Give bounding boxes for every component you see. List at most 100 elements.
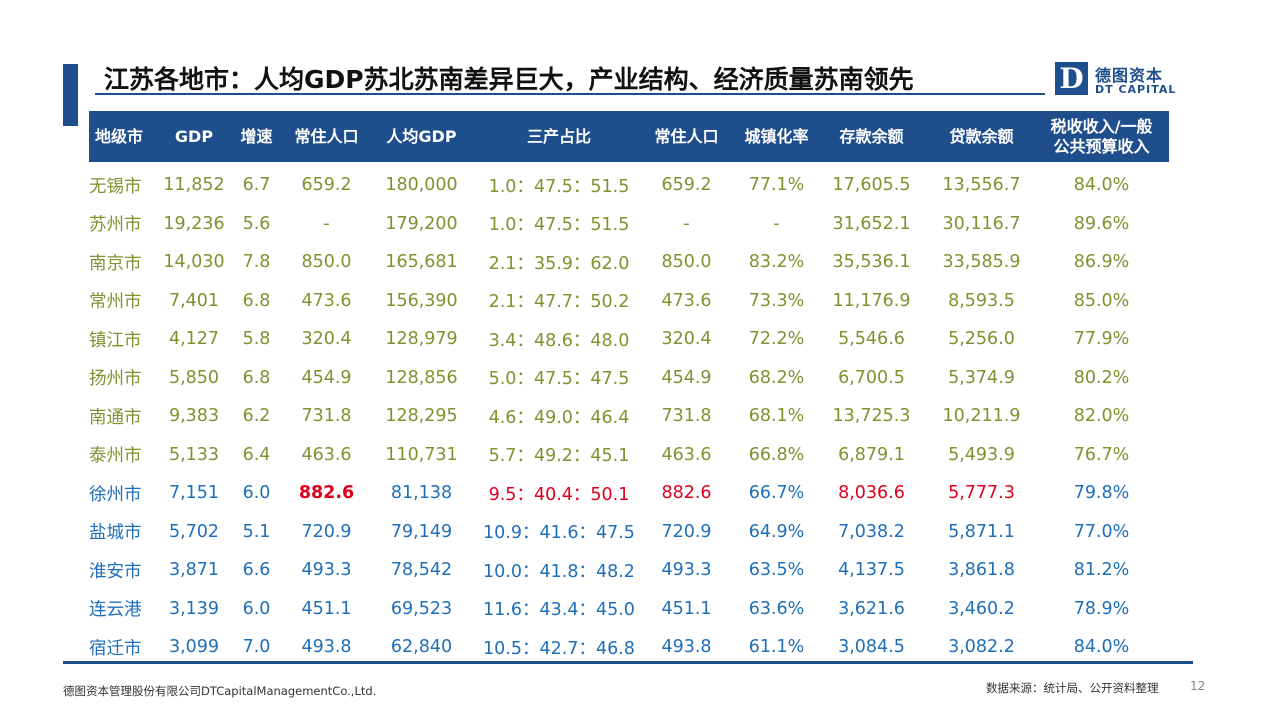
cell-ratio: 10.5：42.7：46.8 — [483, 638, 635, 659]
header-tax-ratio: 税收收入/一般 公共预算收入 — [1050, 116, 1153, 156]
cell-growth: 6.2 — [242, 406, 271, 426]
header-loans: 贷款余额 — [949, 126, 1014, 146]
cell-loan: 8,593.5 — [948, 290, 1015, 311]
cell-deposit: 8,036.6 — [838, 483, 905, 503]
cell-growth: 5.1 — [242, 521, 271, 542]
cell-gdp_pc: 179,200 — [385, 213, 458, 234]
cell-gdp: 3,871 — [168, 560, 220, 580]
cell-pop2: 850.0 — [661, 252, 712, 272]
cell-pop: 463.6 — [301, 444, 352, 465]
cell-gdp_pc: 62,840 — [390, 637, 453, 657]
header-gdp: GDP — [174, 126, 214, 146]
cell-urban: - — [773, 213, 780, 234]
cell-tax: 80.2% — [1073, 367, 1130, 388]
table-row: 南京市 14,030 7.8 850.0 165,681 2.1：35.9：62.0 850… — [89, 243, 1169, 281]
cell-gdp_pc: 128,856 — [385, 367, 458, 388]
cell-growth: 6.7 — [242, 175, 271, 195]
cell-gdp: 3,099 — [168, 637, 220, 657]
cell-pop2: 320.4 — [661, 329, 712, 349]
cell-deposit: 3,084.5 — [838, 637, 905, 657]
cell-growth: 5.6 — [242, 213, 271, 234]
table-row: 连云港 3,139 6.0 451.1 69,523 11.6：43.4：45.0 451.… — [89, 590, 1169, 628]
cell-pop: 731.8 — [301, 406, 352, 426]
cell-pop2: 493.8 — [661, 637, 712, 657]
cell-loan: 5,493.9 — [948, 444, 1015, 465]
cell-tax: 84.0% — [1073, 637, 1130, 657]
cell-tax: 77.0% — [1073, 521, 1130, 542]
cell-tax: 89.6% — [1073, 213, 1130, 234]
cell-name: 苏州市 — [89, 215, 142, 235]
cell-deposit: 7,038.2 — [838, 521, 905, 542]
cell-tax: 84.0% — [1073, 175, 1130, 195]
cell-gdp_pc: 69,523 — [390, 598, 453, 619]
cell-growth: 6.0 — [242, 598, 271, 619]
cell-growth: 6.6 — [242, 560, 271, 580]
cell-loan: 5,777.3 — [948, 483, 1015, 503]
cell-ratio: 10.0：41.8：48.2 — [483, 561, 635, 582]
cell-tax: 78.9% — [1073, 598, 1130, 619]
logo-english-name: DT CAPITAL — [1095, 83, 1177, 96]
cell-gdp_pc: 110,731 — [385, 444, 458, 465]
cell-ratio: 2.1：35.9：62.0 — [488, 253, 630, 274]
cell-tax: 76.7% — [1073, 444, 1130, 465]
cell-ratio: 9.5：40.4：50.1 — [488, 484, 630, 505]
cell-loan: 30,116.7 — [942, 213, 1021, 234]
cell-pop2: 463.6 — [661, 444, 712, 465]
cell-pop: 451.1 — [301, 598, 352, 619]
cell-name: 无锡市 — [89, 176, 142, 197]
cell-pop2: 473.6 — [661, 290, 712, 311]
cell-urban: 64.9% — [748, 521, 805, 542]
cell-growth: 7.0 — [242, 637, 271, 657]
cell-deposit: 4,137.5 — [838, 560, 905, 580]
cell-pop2: 720.9 — [661, 521, 712, 542]
cell-loan: 5,871.1 — [948, 521, 1015, 542]
cell-name: 镇江市 — [89, 330, 142, 351]
cell-pop2: - — [683, 213, 690, 234]
cell-deposit: 6,700.5 — [838, 367, 905, 388]
cell-pop2: 454.9 — [661, 367, 712, 388]
table-row: 徐州市 7,151 6.0 882.6 81,138 9.5：40.4：50.1 882.6… — [89, 474, 1169, 512]
cell-name: 扬州市 — [89, 369, 142, 389]
cell-ratio: 1.0：47.5：51.5 — [488, 215, 630, 235]
cell-gdp: 5,133 — [168, 444, 220, 465]
cell-loan: 3,460.2 — [948, 598, 1015, 619]
cell-urban: 63.5% — [748, 560, 805, 580]
table-row: 扬州市 5,850 6.8 454.9 128,856 5.0：47.5：47.5 454.… — [89, 359, 1169, 397]
cell-name: 徐州市 — [89, 484, 142, 505]
cell-urban: 83.2% — [748, 252, 805, 272]
cell-ratio: 1.0：47.5：51.5 — [488, 176, 630, 197]
cell-ratio: 4.6：49.0：46.4 — [488, 407, 630, 428]
cell-gdp_pc: 128,295 — [385, 406, 458, 426]
cell-urban: 63.6% — [748, 598, 805, 619]
cell-gdp: 7,151 — [168, 483, 220, 503]
cell-pop: 720.9 — [301, 521, 352, 542]
cell-gdp: 4,127 — [168, 329, 220, 349]
cell-urban: 61.1% — [748, 637, 805, 657]
cell-gdp_pc: 165,681 — [385, 252, 458, 272]
company-logo: D 德图资本 DT CAPITAL — [1055, 62, 1185, 98]
cell-name: 泰州市 — [89, 446, 142, 466]
cell-ratio: 2.1：47.7：50.2 — [488, 292, 630, 312]
table-row: 宿迁市 3,099 7.0 493.8 62,840 10.5：42.7：46.8 493.… — [89, 628, 1169, 666]
cell-urban: 72.2% — [748, 329, 805, 349]
cell-pop2: 882.6 — [661, 483, 712, 503]
table-row: 南通市 9,383 6.2 731.8 128,295 4.6：49.0：46.4 731.… — [89, 397, 1169, 435]
cell-tax: 85.0% — [1073, 290, 1130, 311]
cell-pop2: 493.3 — [661, 560, 712, 580]
cell-gdp_pc: 79,149 — [390, 521, 453, 542]
header-gdp-per-capita: 人均GDP — [386, 126, 457, 146]
cell-loan: 5,374.9 — [948, 367, 1015, 388]
cell-deposit: 31,652.1 — [832, 213, 911, 234]
header-industry-ratio: 三产占比 — [526, 126, 591, 146]
cell-pop: 473.6 — [301, 290, 352, 311]
table-row: 泰州市 5,133 6.4 463.6 110,731 5.7：49.2：45.1 463.… — [89, 436, 1169, 474]
cell-urban: 68.1% — [748, 406, 805, 426]
cell-pop2: 731.8 — [661, 406, 712, 426]
cell-gdp: 19,236 — [163, 213, 225, 234]
cell-urban: 77.1% — [748, 175, 805, 195]
header-deposits: 存款余额 — [839, 126, 904, 146]
cell-name: 南通市 — [89, 407, 142, 428]
header-population-2: 常住人口 — [654, 126, 719, 146]
cell-gdp: 11,852 — [163, 175, 225, 195]
cell-ratio: 5.7：49.2：45.1 — [488, 446, 630, 466]
